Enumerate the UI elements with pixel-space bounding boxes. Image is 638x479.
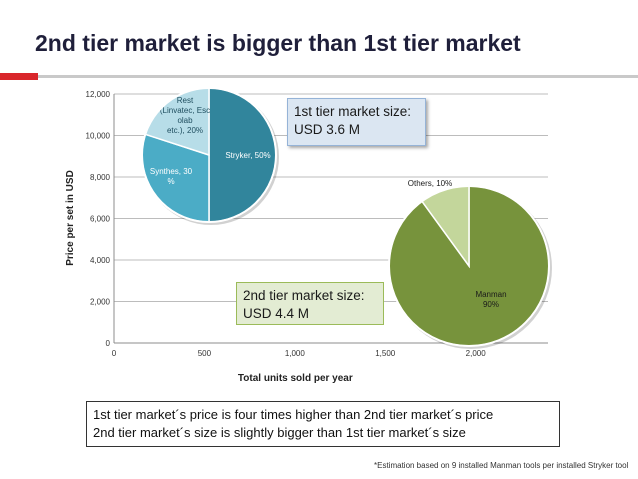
- pie-2nd-tier-outline: [388, 185, 550, 347]
- y-tick-label: 2,000: [90, 298, 111, 307]
- slide-title: 2nd tier market is bigger than 1st tier …: [35, 30, 521, 56]
- pie-2nd-tier-slice-label: Others, 10%: [408, 179, 452, 188]
- first-tier-market-size-callout: 1st tier market size: USD 3.6 M: [287, 98, 426, 146]
- second-tier-market-size-callout: 2nd tier market size: USD 4.4 M: [236, 282, 384, 325]
- red-accent-bar: [0, 73, 38, 80]
- x-axis-title: Total units sold per year: [238, 373, 353, 384]
- y-tick-label: 12,000: [86, 90, 111, 99]
- x-tick-label: 1,500: [375, 349, 396, 358]
- pie-1st-tier-outline: [141, 87, 277, 223]
- footnote: *Estimation based on 9 installed Manman …: [374, 461, 629, 470]
- market-bubble-chart: 0 2,000 4,000 6,000 8,000 10,000 12,000 0 500 1,0…: [65, 87, 552, 384]
- y-tick-label: 4,000: [90, 256, 111, 265]
- x-tick-label: 2,000: [466, 349, 487, 358]
- y-tick-label: 0: [106, 339, 111, 348]
- pie-1st-tier-slice-label: Stryker, 50%: [225, 151, 270, 160]
- pie-2nd-tier-slice-label: Manman 90%: [475, 290, 506, 309]
- callout-2nd-line1: 2nd tier market size:: [243, 288, 365, 303]
- grey-accent-bar: [38, 75, 638, 78]
- pie-1st-tier-slice-label: Rest (Linvatec, Esc olab etc.), 20%: [160, 96, 210, 135]
- x-tick-label: 1,000: [285, 349, 306, 358]
- x-tick-label: 500: [198, 349, 212, 358]
- pie-1st-tier-slice-label: Synthes, 30%: [150, 167, 193, 186]
- y-axis-title: Price per set in USD: [65, 170, 76, 266]
- y-tick-label: 6,000: [90, 215, 111, 224]
- y-tick-label: 10,000: [86, 132, 111, 141]
- callout-1st-line1: 1st tier market size:: [294, 104, 412, 119]
- callout-2nd-line2: USD 4.4 M: [243, 306, 310, 321]
- summary-note-line: 1st tier market´s price is four times hi…: [93, 407, 494, 422]
- y-tick-label: 8,000: [90, 173, 111, 182]
- x-tick-label: 0: [112, 349, 117, 358]
- callout-1st-line2: USD 3.6 M: [294, 122, 361, 137]
- summary-note-box: 1st tier market´s price is four times hi…: [86, 401, 560, 447]
- summary-note-line: 2nd tier market´s size is slightly bigge…: [93, 425, 466, 440]
